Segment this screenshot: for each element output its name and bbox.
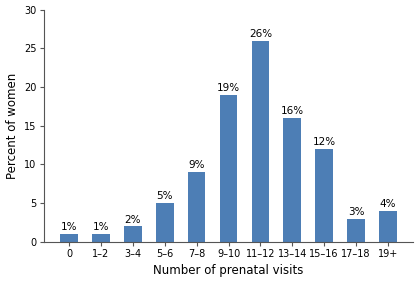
Bar bbox=[124, 226, 142, 242]
Bar bbox=[92, 234, 110, 242]
Text: 26%: 26% bbox=[249, 29, 272, 38]
Text: 1%: 1% bbox=[93, 222, 109, 232]
Bar bbox=[347, 219, 365, 242]
Bar bbox=[251, 40, 269, 242]
Text: 2%: 2% bbox=[124, 215, 141, 224]
Text: 5%: 5% bbox=[157, 191, 173, 201]
Text: 16%: 16% bbox=[281, 106, 304, 116]
Text: 3%: 3% bbox=[348, 207, 364, 217]
Text: 19%: 19% bbox=[217, 83, 240, 93]
Bar bbox=[284, 118, 301, 242]
Bar bbox=[220, 95, 237, 242]
Text: 9%: 9% bbox=[189, 160, 205, 170]
Bar bbox=[60, 234, 78, 242]
Bar bbox=[316, 149, 333, 242]
Bar bbox=[379, 211, 397, 242]
Y-axis label: Percent of women: Percent of women bbox=[5, 73, 18, 179]
Text: 1%: 1% bbox=[61, 222, 78, 232]
Bar bbox=[188, 172, 205, 242]
Text: 4%: 4% bbox=[380, 199, 396, 209]
Text: 12%: 12% bbox=[313, 137, 336, 147]
X-axis label: Number of prenatal visits: Number of prenatal visits bbox=[153, 264, 304, 277]
Bar bbox=[156, 203, 173, 242]
